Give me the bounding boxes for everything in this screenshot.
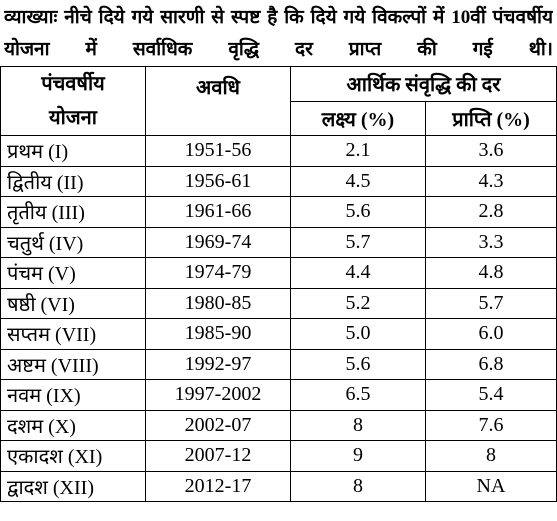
plan-name: पंचम (V) — [0, 257, 146, 289]
plan-name: द्वितीय (II) — [0, 165, 146, 197]
achieved-rate: 6.8 — [425, 348, 557, 380]
table-row: द्वितीय (II) 1956-61 4.5 4.3 — [0, 165, 557, 197]
achieved-rate: 4.3 — [425, 165, 557, 197]
table-row: अष्टम (VIII) 1992-97 5.6 6.8 — [0, 348, 557, 380]
achieved-rate: 3.6 — [425, 135, 557, 167]
target-rate: 5.0 — [290, 318, 426, 350]
achieved-rate: 3.3 — [425, 226, 557, 258]
achieved-rate: 5.4 — [425, 379, 557, 411]
achieved-rate: NA — [425, 470, 557, 502]
table-row: चतुर्थ (IV) 1969-74 5.7 3.3 — [0, 226, 557, 258]
plan-name: अष्टम (VIII) — [0, 348, 146, 380]
period: 1974-79 — [145, 257, 291, 289]
table-row: षष्ठी (VI) 1980-85 5.2 5.7 — [0, 287, 557, 319]
header-achieved: प्राप्ति (%) — [425, 100, 557, 136]
target-rate: 6.5 — [290, 379, 426, 411]
header-cell: पंचवर्षीय योजना — [0, 66, 146, 136]
table-row: नवम (IX) 1997-2002 6.5 5.4 — [0, 379, 557, 411]
target-rate: 2.1 — [290, 135, 426, 167]
plan-name: प्रथम (I) — [0, 135, 146, 167]
target-rate: 4.5 — [290, 165, 426, 197]
target-rate: 5.6 — [290, 348, 426, 380]
target-rate: 8 — [290, 409, 426, 441]
target-rate: 8 — [290, 470, 426, 502]
table-body: प्रथम (I) 1951-56 2.1 3.6 द्वितीय (II) 1956-6… — [0, 135, 557, 502]
plan-name: चतुर्थ (IV) — [0, 226, 146, 258]
table-row: प्रथम (I) 1951-56 2.1 3.6 — [0, 135, 557, 167]
table-row: द्वादश (XII) 2012-17 8 NA — [0, 470, 557, 502]
table-row: तृतीय (III) 1961-66 5.6 2.8 — [0, 196, 557, 228]
explanation: व्याख्याः नीचे दिये गये सारणी से स्पष्ट … — [4, 7, 553, 60]
target-rate: 5.7 — [290, 226, 426, 258]
table-row: सप्तम (VII) 1985-90 5.0 6.0 — [0, 318, 557, 350]
plan-name: एकादश (XI) — [0, 440, 146, 472]
plan-name: षष्ठी (VI) — [0, 287, 146, 319]
period: 1961-66 — [145, 196, 291, 228]
achieved-rate: 5.7 — [425, 287, 557, 319]
header-target: लक्ष्य (%) — [290, 100, 426, 136]
period: 1985-90 — [145, 318, 291, 350]
period: 1951-56 — [145, 135, 291, 167]
achieved-rate: 7.6 — [425, 409, 557, 441]
target-rate: 5.2 — [290, 287, 426, 319]
target-rate: 5.6 — [290, 196, 426, 228]
period: 1997-2002 — [145, 379, 291, 411]
period: 2007-12 — [145, 440, 291, 472]
plan-name: सप्तम (VII) — [0, 318, 146, 350]
plan-name: दशम (X) — [0, 409, 146, 441]
period: 1992-97 — [145, 348, 291, 380]
table-row: पंचम (V) 1974-79 4.4 4.8 — [0, 257, 557, 289]
achieved-rate: 8 — [425, 440, 557, 472]
period: 1969-74 — [145, 226, 291, 258]
table-row: दशम (X) 2002-07 8 7.6 — [0, 409, 557, 441]
period: 2002-07 — [145, 409, 291, 441]
period: 1980-85 — [145, 287, 291, 319]
header-plan: पंचवर्षीय योजना — [41, 73, 105, 129]
table-row: एकादश (XI) 2007-12 9 8 — [0, 440, 557, 472]
period: 2012-17 — [145, 470, 291, 502]
period: 1956-61 — [145, 165, 291, 197]
header-period: अवधि — [145, 66, 291, 136]
achieved-rate: 6.0 — [425, 318, 557, 350]
achieved-rate: 2.8 — [425, 196, 557, 228]
target-rate: 9 — [290, 440, 426, 472]
header-growth: आर्थिक संवृद्धि की दर — [290, 66, 557, 102]
achieved-rate: 4.8 — [425, 257, 557, 289]
plan-table: पंचवर्षीय योजना अवधि आर्थिक संवृद्धि की … — [0, 66, 557, 502]
plan-name: नवम (IX) — [0, 379, 146, 411]
plan-name: द्वादश (XII) — [0, 470, 146, 502]
target-rate: 4.4 — [290, 257, 426, 289]
plan-name: तृतीय (III) — [0, 196, 146, 228]
